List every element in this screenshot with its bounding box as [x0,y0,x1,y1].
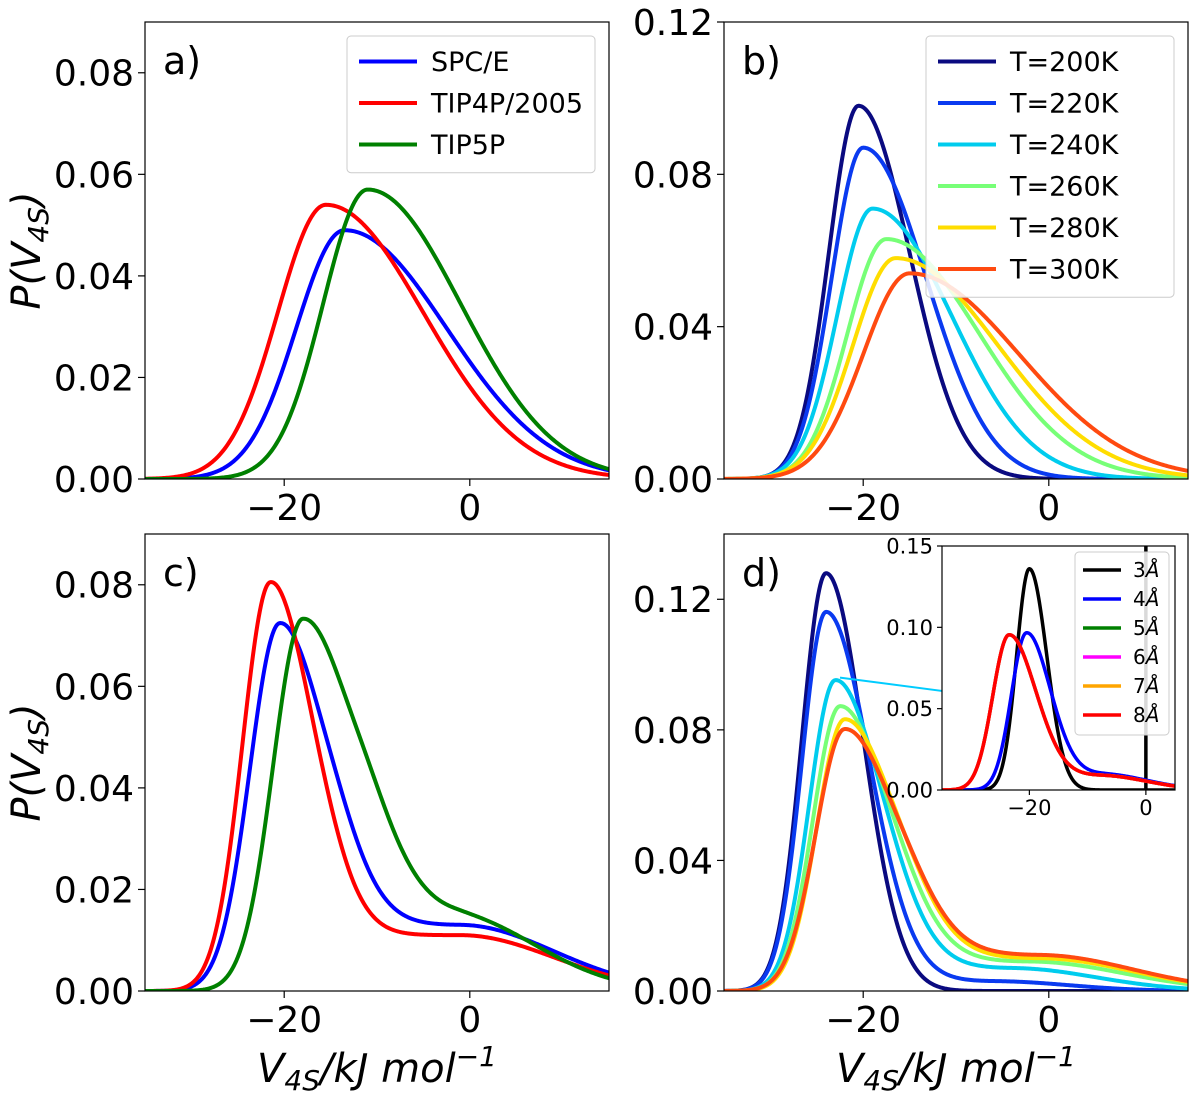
panel-b-ytick-label: 0.00 [633,460,713,501]
panel-d-frame [723,533,1189,992]
panel-b-legend-label: T=240K [1009,130,1120,161]
inset-legend-label: 5Å [1133,616,1159,640]
panel-b-ytick-label: 0.08 [633,155,713,196]
panel-b-ytick-label: 0.12 [633,3,713,44]
panel-d-xtick-label: −20 [825,1000,901,1041]
panel-c-ytick-label: 0.08 [54,566,134,607]
inset-series-8 [942,633,1175,790]
panel-b-ytick-label: 0.04 [633,308,713,349]
inset-frame [941,545,1176,791]
panel-b-legend-label: T=200K [1009,47,1120,78]
panel-a-legend-label: SPC/E [431,47,509,78]
panel-d-label: d) [742,551,781,595]
panel-d-axes: −20 0 0.00 0.04 0.08 0.12 [633,533,1189,1041]
panel-b-xtick-label: −20 [825,488,901,529]
panel-b-legend: T=200K T=220K T=240K T=260K T=280K T=300K [925,35,1175,298]
panel-a-label: a) [163,39,201,83]
panel-a-xtick-label: −20 [246,488,322,529]
panel-d-series-t-200k [724,571,1188,991]
panel-b-legend-label: T=260K [1009,172,1120,203]
panel-a-ytick-label: 0.06 [54,155,134,196]
panel-b-legend-label: T=220K [1009,89,1120,120]
panel-d-xlabel: V4S/kJ mol−1 [836,1040,1076,1097]
panel-d-xtick-label: 0 [1037,1000,1060,1041]
panel-a-legend: SPC/E TIP4P/2005 TIP5P [346,35,596,174]
panel-d-series-t-300k [724,727,1188,991]
panel-b-series-t-200k [724,103,1188,479]
panel-c-series-tip4p-2005 [145,580,609,991]
panel-b-series-t-240k [724,206,1188,479]
panel-b-xtick-label: 0 [1037,488,1060,529]
panel-c-ytick-label: 0.02 [54,870,134,911]
panel-a-axes: −20 0 0.00 0.02 0.04 0.06 0.08 [54,21,610,529]
panel-a-ytick-label: 0.08 [54,54,134,95]
panel-a-legend-label: TIP5P [430,130,505,161]
inset-ytick-label: 0.10 [886,616,933,640]
inset-legend: 3Å 4Å 5Å 6Å 7Å 8Å [1074,551,1170,736]
inset-legend-label: 3Å [1133,558,1159,582]
panel-c-series-tip5p [145,616,609,991]
inset-ytick-label: 0.15 [886,535,933,559]
panel-a-ytick-label: 0.00 [54,460,134,501]
panel-c-series-group [145,580,609,991]
panel-a-legend-label: TIP4P/2005 [430,89,583,120]
panel-c-xtick-label: 0 [458,1000,481,1041]
inset-legend-label: 4Å [1133,587,1159,611]
panel-c-axes: −20 0 0.00 0.02 0.04 0.06 0.08 [54,533,610,1041]
panel-b-series-t-260k [724,237,1188,479]
inset-series-group [942,546,1175,790]
panel-b-legend-label: T=300K [1009,255,1120,286]
inset-xtick-label: −20 [1007,796,1051,820]
panel-b-axes: −20 0 0.00 0.04 0.08 0.12 [633,3,1189,529]
panel-c-ytick-label: 0.00 [54,972,134,1013]
inset-legend-label: 8Å [1133,703,1159,727]
panel-d-ytick-label: 0.08 [633,711,713,752]
panel-c-ytick-label: 0.06 [54,667,134,708]
inset-legend-label: 7Å [1133,674,1159,698]
panel-c-label: c) [163,551,199,595]
panel-d-ytick-label: 0.00 [633,972,713,1013]
panel-d-series-t-220k [724,609,1188,991]
panel-d-series-t-240k [724,678,1188,991]
panel-b-label: b) [742,39,781,83]
panel-c-ytick-label: 0.04 [54,769,134,810]
panel-a-series-spc-e [145,228,609,479]
inset-ytick-label: 0.05 [886,697,933,721]
panel-c-xlabel: V4S/kJ mol−1 [257,1040,497,1097]
panel-a-series-tip5p [145,187,609,479]
inset-axes: −20 0 0.00 0.05 0.10 0.15 [886,535,1176,820]
panel-b-legend-label: T=280K [1009,213,1120,244]
panel-a-ylabel: P(V4S) [4,191,55,309]
panel-c-frame [144,533,610,992]
panel-a-frame [144,21,610,480]
panel-a-ytick-label: 0.02 [54,358,134,399]
panel-a-xtick-label: 0 [458,488,481,529]
panel-a-ytick-label: 0.04 [54,257,134,298]
panel-a-series-tip4p-2005 [145,202,609,479]
panel-d-series-group [724,571,1188,991]
panel-d-ytick-label: 0.12 [633,580,713,621]
panel-a-series-group [145,187,609,479]
panel-d-ytick-label: 0.04 [633,841,713,882]
inset-legend-label: 6Å [1133,645,1159,669]
panel-c-ylabel: P(V4S) [4,703,55,821]
panel-c-xtick-label: −20 [246,1000,322,1041]
panel-d-series-t-260k [724,704,1188,991]
inset-ytick-label: 0.00 [886,779,933,803]
panel-a-legend-box [346,35,596,174]
inset-xtick-label: 0 [1139,796,1152,820]
panel-b-frame [723,21,1189,480]
